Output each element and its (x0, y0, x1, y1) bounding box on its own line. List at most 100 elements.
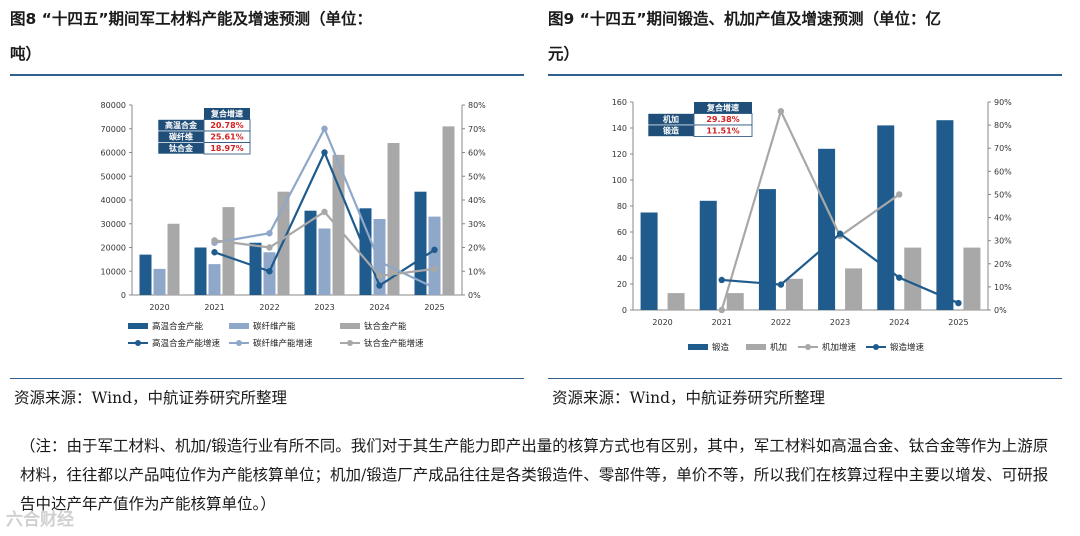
bar (640, 212, 658, 310)
y-left-tick-label: 80000 (101, 101, 126, 110)
figure-8-panel: 图8 “十四五”期间军工材料产能及增速预测（单位： 吨） 0 10000 20000… (10, 0, 524, 407)
legend-label: 高温合金产能 (152, 321, 204, 332)
table-value-cell (203, 142, 251, 155)
legend-line-marker (805, 344, 811, 350)
line-point (211, 249, 218, 256)
line-point (321, 125, 328, 132)
footnote-text: （注：由于军工材料、机加/锻造行业有所不同。我们对于其生产能力即产出量的核算方式… (20, 437, 1049, 513)
figure-9-title-line1: 图9 “十四五”期间锻造、机加产值及增速预测（单位：亿 (548, 10, 942, 28)
line-point (321, 208, 328, 216)
figure-8-title-line2: 吨） (10, 45, 42, 63)
line-point (955, 299, 962, 307)
bar (758, 189, 776, 310)
y-left-tick-label: 60000 (101, 149, 126, 158)
line-point (376, 272, 383, 280)
table-header-label: 复合增速 (706, 103, 739, 113)
line-point (431, 265, 438, 273)
y-right-tick-label: 60% (994, 167, 1012, 176)
bar (699, 200, 717, 310)
y-right-tick-label: 0% (994, 306, 1007, 315)
x-tick-label: 2020 (149, 303, 169, 312)
line-point (431, 246, 438, 254)
y-left-tick-label: 20000 (101, 244, 126, 253)
x-tick-label: 2022 (771, 318, 791, 327)
line-point (321, 149, 328, 156)
y-left-tick-label: 160 (612, 98, 627, 107)
series-line (720, 108, 900, 311)
x-tick-label: 2021 (204, 303, 224, 312)
line-point (896, 274, 903, 281)
y-right-tick-label: 50% (468, 172, 486, 181)
y-left-tick-label: 0 (622, 306, 627, 315)
bar (726, 293, 744, 310)
x-tick-label: 2025 (948, 318, 968, 327)
legend-line-marker (236, 340, 242, 346)
x-tick-label: 2023 (830, 318, 850, 327)
bar (153, 268, 166, 295)
y-left-tick-label: 30000 (101, 220, 126, 229)
line-point (376, 282, 383, 289)
bar (318, 228, 331, 295)
table-row-label: 高温合金 (165, 120, 198, 130)
table-value: 25.61% (210, 133, 243, 142)
legend-label: 碳纤维产能增速 (253, 338, 313, 349)
table-value-cell (693, 124, 753, 137)
y-left-tick-label: 20 (617, 280, 627, 289)
bar (208, 264, 221, 295)
line-point (896, 191, 903, 198)
line-point (266, 268, 273, 275)
bar (167, 223, 180, 295)
legend-label: 机加增速 (822, 342, 857, 353)
bar (139, 254, 152, 295)
table-row-label: 机加 (663, 114, 679, 124)
legend-line-marker (135, 340, 141, 346)
bar (332, 154, 345, 295)
y-left-tick-label: 70000 (101, 125, 126, 134)
y-right-tick-label: 40% (468, 196, 486, 205)
legend-line-marker (873, 344, 879, 350)
figure-8-bottom-rule (10, 378, 524, 379)
legend-swatch (128, 323, 148, 329)
y-right-tick-label: 70% (994, 144, 1012, 153)
legend-label: 钛合金产能 (364, 321, 407, 332)
y-left-tick-label: 50000 (101, 172, 126, 181)
y-left-tick-label: 80 (617, 202, 627, 211)
x-tick-label: 2023 (314, 303, 334, 312)
bar (936, 120, 954, 310)
figure-8-top-rule (10, 74, 524, 76)
bar (963, 247, 981, 310)
table-row-label: 碳纤维 (169, 132, 193, 142)
bar (845, 268, 863, 310)
legend-swatch (229, 323, 249, 329)
line-point (718, 306, 725, 314)
line-point (431, 284, 438, 292)
y-right-tick-label: 90% (994, 98, 1012, 107)
line-point (376, 258, 383, 265)
x-tick-label: 2021 (712, 318, 732, 327)
x-tick-label: 2022 (259, 303, 279, 312)
y-left-tick-label: 40 (617, 254, 627, 263)
table-row-label: 钛合金 (169, 143, 194, 153)
bar (785, 278, 803, 310)
legend-label: 锻造增速 (890, 342, 925, 353)
figure-8-title: 图8 “十四五”期间军工材料产能及增速预测（单位： 吨） (10, 0, 524, 74)
y-left-tick-label: 10000 (101, 267, 126, 276)
line-point (777, 281, 785, 288)
line-point (718, 276, 725, 284)
figure-9-source: 资源来源：Wind，中航证券研究所整理 (552, 389, 826, 407)
x-tick-label: 2024 (889, 318, 909, 327)
y-left-tick-label: 60 (617, 228, 627, 237)
bar (304, 210, 317, 295)
bar (249, 242, 262, 295)
y-right-tick-label: 60% (468, 149, 486, 158)
figure-8-source: 资源来源：Wind，中航证券研究所整理 (14, 389, 288, 407)
table-header-cell (694, 102, 752, 114)
legend-label: 碳纤维产能 (253, 321, 296, 332)
bar (667, 293, 685, 310)
bar (904, 247, 922, 310)
table-value: 11.51% (706, 127, 739, 136)
y-left-tick-label: 120 (612, 150, 627, 159)
y-right-tick-label: 40% (994, 214, 1012, 223)
y-right-tick-label: 30% (468, 220, 486, 229)
table-value: 20.78% (210, 121, 243, 130)
